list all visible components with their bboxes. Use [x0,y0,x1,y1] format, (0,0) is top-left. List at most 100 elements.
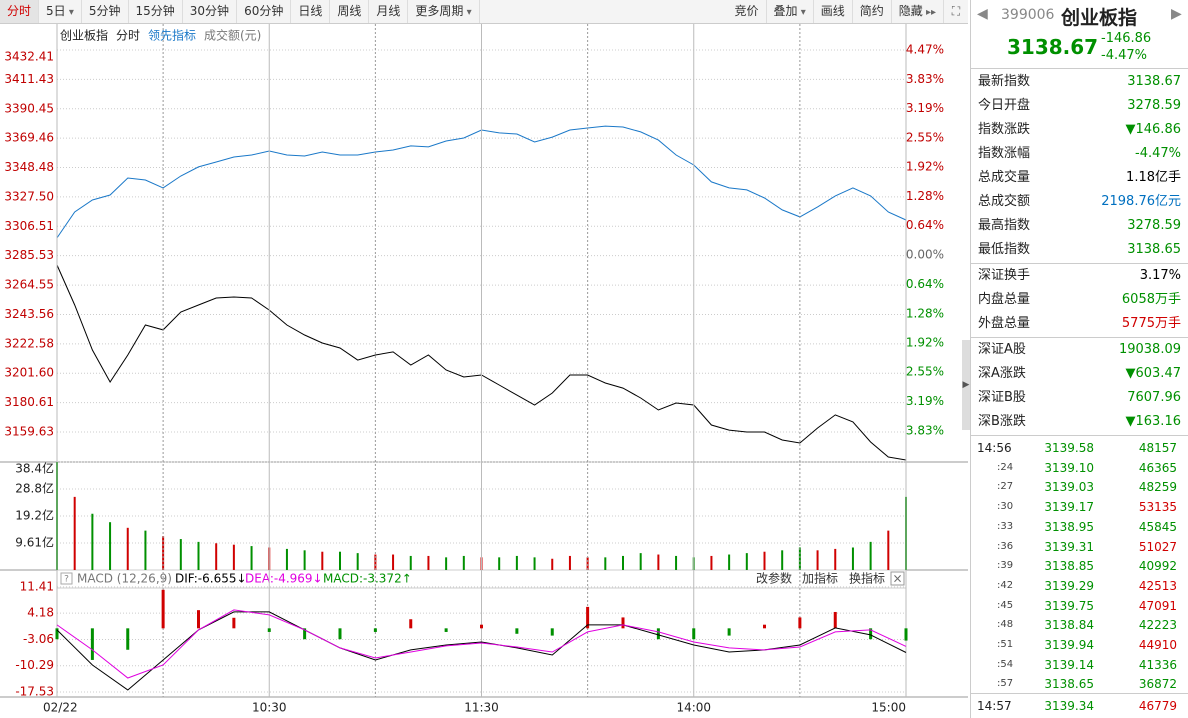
stat-label: 最低指数 [978,242,1031,257]
tick-price: 3139.75 [1044,598,1094,613]
tick-price: 3139.14 [1044,657,1094,672]
help-mark[interactable]: ? [64,575,69,585]
volume-bar [144,530,147,570]
stat-value: -4.47% [1135,146,1181,161]
toolbar-button[interactable]: 日线 [291,0,331,23]
stat-label: 外盘总量 [978,316,1031,331]
collapse-handle[interactable]: ▶ [962,340,970,430]
tick-time: :24 [997,461,1014,473]
y-tick-label: 3432.41 [4,50,54,64]
stat-row: 深证B股 7607.96 [971,386,1187,410]
macd-action[interactable]: 换指标 [849,571,885,586]
tick-time: :42 [997,579,1014,591]
tick-volume: 41336 [1138,657,1177,672]
tick-row: :48 3138.84 42223 [971,615,1187,635]
y-tick-label: -3.06 [23,632,54,646]
toolbar-button[interactable]: 周线 [330,0,370,23]
chart-bg [0,24,968,718]
x-tick-label: 11:30 [464,701,499,715]
toolbar-button[interactable]: 叠加 [767,0,814,23]
quote-name: 创业板指 [1061,7,1138,29]
toolbar-button[interactable]: 5分钟 [82,0,129,23]
stat-value: 3278.59 [1127,218,1181,233]
stat-value: 3138.65 [1127,242,1181,257]
toolbar-button[interactable]: 画线 [814,0,853,23]
tick-time: :57 [997,678,1014,690]
macd-bar [763,624,766,629]
stat-label: 深B涨跌 [978,414,1026,429]
y-tick-label: 3222.58 [4,336,54,350]
separator [971,263,1188,264]
fullscreen-icon[interactable]: ⛶ [951,4,961,18]
stat-row: 最高指数 3278.59 [971,214,1187,238]
toolbar-button[interactable]: 30分钟 [183,0,238,23]
volume-bar [586,557,589,570]
stat-label: 深证A股 [978,342,1026,357]
macd-legend: MACD (12,26,9) [77,572,172,586]
help-icon[interactable] [60,572,73,585]
chart-header: 成交额(元) [204,28,261,43]
close-icon[interactable]: × [892,572,902,586]
stat-row: 总成交量 1.18亿手 [971,166,1187,190]
y-tick-label: 3285.53 [4,248,54,262]
volume-bar [126,527,129,570]
stat-label: 深证换手 [978,268,1031,283]
y-tick-label: 3369.46 [4,131,54,145]
stat-value: 3278.59 [1127,98,1181,113]
toolbar-button[interactable]: 5日 [39,0,82,23]
stat-label: 总成交量 [978,170,1031,185]
x-tick-label: 02/22 [43,701,78,715]
tick-volume: 46365 [1138,460,1177,475]
volume-bar [197,541,200,570]
toolbar-button[interactable]: 月线 [369,0,409,23]
macd-bar [409,619,413,629]
next-arrow[interactable]: ▶ [1171,6,1182,22]
macd-bar [161,589,165,629]
toolbar-button[interactable]: 简约 [853,0,892,23]
separator [971,693,1188,695]
close-box[interactable] [890,571,905,586]
volume-bar [657,554,660,570]
tick-time: :39 [997,560,1014,572]
toolbar-button[interactable]: 60分钟 [237,0,292,23]
volume-bar [232,544,235,570]
volume-bar [498,557,501,570]
stat-label: 指数涨幅 [978,146,1031,161]
macd-action[interactable]: 改参数 [756,571,792,586]
volume-bar [356,553,359,570]
macd-bar [303,628,307,640]
macd-action[interactable]: 加指标 [802,571,838,586]
y-tick-label: 11.41 [20,580,54,594]
y-tick-label: 3180.61 [4,395,54,409]
toolbar-button[interactable]: 更多周期 [408,0,480,23]
toolbar-button[interactable]: 分时 [0,0,40,23]
y2-tick-label: 0.64% [906,277,944,291]
toolbar-button[interactable]: 隐藏 [892,0,944,23]
tick-price: 3139.31 [1044,539,1094,554]
tick-row: :36 3139.31 51027 [971,537,1187,557]
macd-bar [656,628,660,640]
macd-bar [798,617,802,629]
tick-volume: 42513 [1138,578,1177,593]
stat-label: 指数涨跌 [978,122,1031,137]
chart-header: 分时 [116,29,140,43]
volume-bar [834,548,837,570]
line-series [56,609,907,679]
y2-tick-label: 4.47% [906,43,944,57]
volume-bar [285,548,288,570]
tick-time: :27 [997,481,1014,493]
stat-label: 深证B股 [978,390,1026,405]
y-tick-label: 38.4亿 [15,461,54,476]
toolbar-button[interactable]: 竞价 [728,0,767,23]
quote-percent: -4.47% [1101,48,1147,63]
prev-arrow[interactable]: ◀ [977,6,988,22]
tick-volume: 48157 [1138,441,1177,455]
toolbar-button[interactable]: 15分钟 [129,0,183,23]
tick-volume: 51027 [1138,539,1177,554]
volume-bar [816,550,819,570]
quote-code: 399006 [1001,7,1055,23]
tick-price: 3139.58 [1044,441,1094,455]
macd-bar [90,628,94,660]
macd-bar [480,624,483,629]
macd-bar [869,628,873,640]
